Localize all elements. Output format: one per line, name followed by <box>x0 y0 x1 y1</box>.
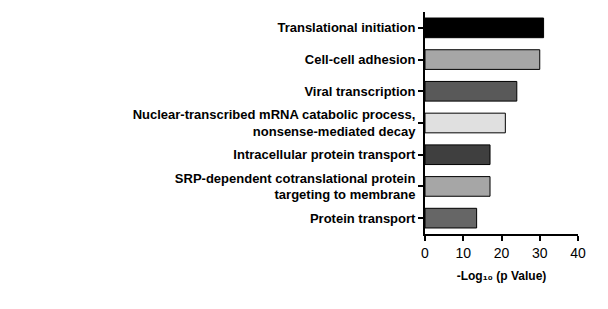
svg-text:0: 0 <box>421 245 429 261</box>
svg-text:Viral transcription: Viral transcription <box>304 84 415 99</box>
svg-text:20: 20 <box>494 245 510 261</box>
svg-text:10: 10 <box>455 245 471 261</box>
svg-text:Protein transport: Protein transport <box>310 211 416 226</box>
svg-text:Cell-cell adhesion: Cell-cell adhesion <box>305 52 416 67</box>
svg-text:SRP-dependent cotranslational: SRP-dependent cotranslational proteintar… <box>175 171 416 203</box>
svg-text:Nuclear-transcribed mRNA catab: Nuclear-transcribed mRNA catabolic proce… <box>133 107 416 139</box>
svg-text:40: 40 <box>570 245 586 261</box>
svg-text:Translational initiation: Translational initiation <box>277 20 415 35</box>
svg-text:Intracellular protein transpor: Intracellular protein transport <box>233 147 416 162</box>
svg-text:-Log₁₀ (p Value): -Log₁₀ (p Value) <box>457 269 547 283</box>
svg-text:30: 30 <box>532 245 548 261</box>
